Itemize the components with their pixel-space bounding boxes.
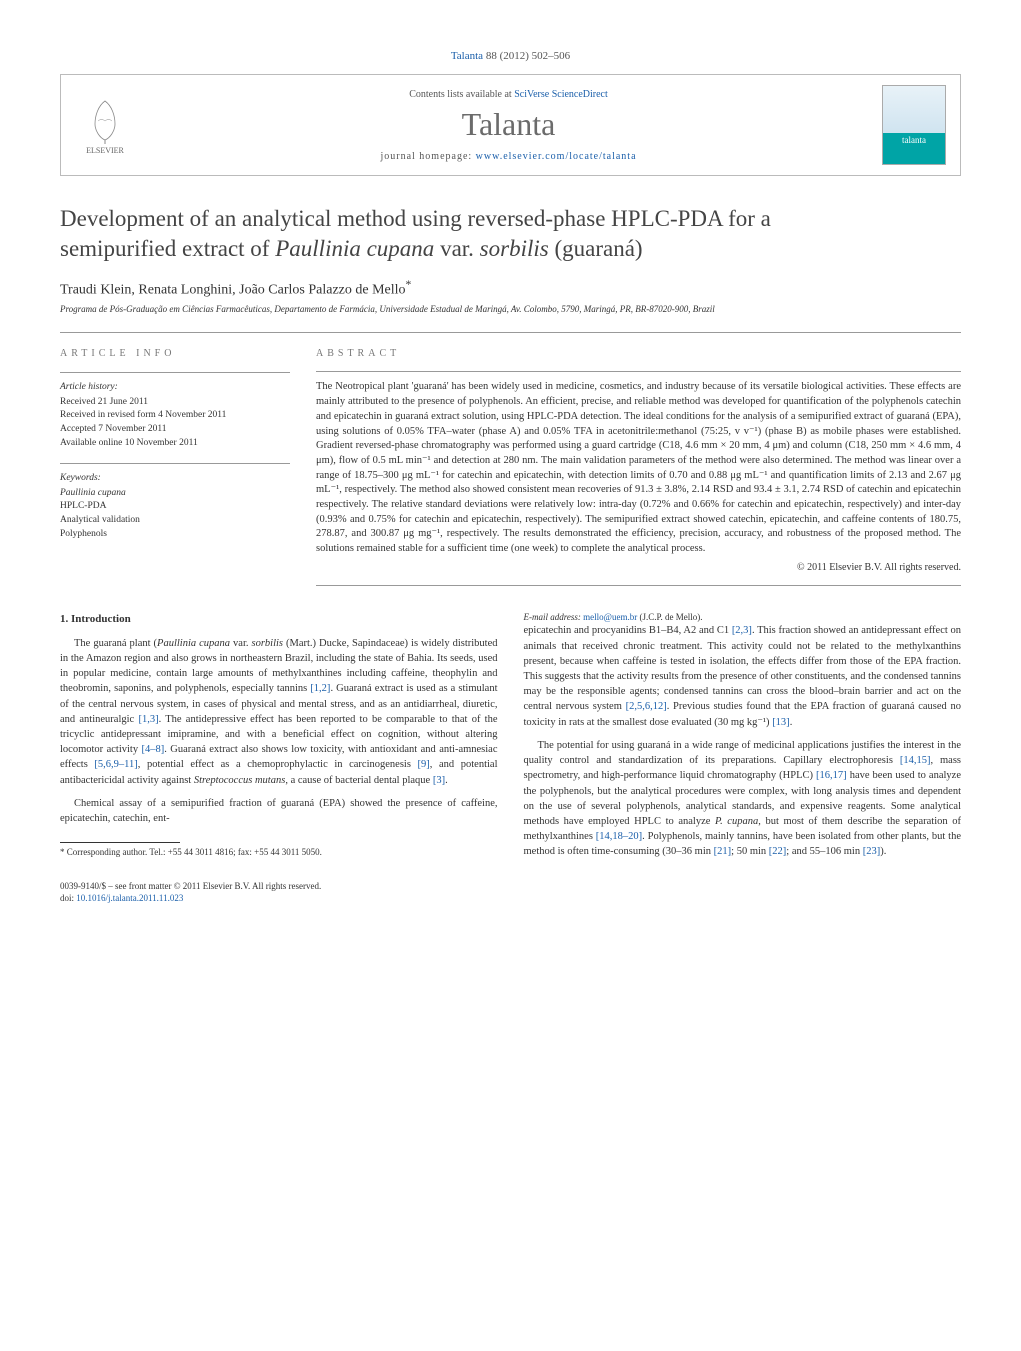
abstract-body: The Neotropical plant 'guaraná' has been… xyxy=(316,380,961,556)
header-center: Contents lists available at SciVerse Sci… xyxy=(135,89,882,162)
p4-italic1: P. cupana xyxy=(715,816,758,827)
footnote-rule xyxy=(60,842,180,843)
online-date: Available online 10 November 2011 xyxy=(60,438,198,448)
journal-header-box: ELSEVIER Contents lists available at Sci… xyxy=(60,74,961,176)
article-info-heading: ARTICLE INFO xyxy=(60,347,290,362)
citation-journal-link[interactable]: Talanta xyxy=(451,50,483,62)
p3b: . This fraction showed an antidepressant… xyxy=(524,625,962,712)
footnote-email-link[interactable]: mello@uem.br xyxy=(583,612,637,622)
intro-paragraph-1: The guaraná plant (Paullinia cupana var.… xyxy=(60,636,498,788)
affiliation: Programa de Pós-Graduação em Ciências Fa… xyxy=(60,304,961,314)
revised-date: Received in revised form 4 November 2011 xyxy=(60,410,226,420)
abstract-bottom-rule xyxy=(316,585,961,586)
doi-link[interactable]: 10.1016/j.talanta.2011.11.023 xyxy=(76,893,183,903)
article-history-block: Article history: Received 21 June 2011 R… xyxy=(60,381,290,451)
journal-name: Talanta xyxy=(135,106,882,143)
p1j: . xyxy=(445,775,448,786)
doi-label: doi: xyxy=(60,893,74,903)
elsevier-tree-icon xyxy=(80,96,130,146)
intro-paragraph-2: Chemical assay of a semipurified fractio… xyxy=(60,796,498,826)
homepage-link[interactable]: www.elsevier.com/locate/talanta xyxy=(476,151,637,162)
divider-rule xyxy=(60,332,961,333)
ref-5-6-9-11[interactable]: [5,6,9–11] xyxy=(94,759,137,770)
footnote-email-suffix: (J.C.P. de Mello). xyxy=(639,612,702,622)
p1-italic2: sorbilis xyxy=(252,638,284,649)
abstract-copyright: © 2011 Elsevier B.V. All rights reserved… xyxy=(316,561,961,575)
citation-line: Talanta 88 (2012) 502–506 xyxy=(60,50,961,62)
accepted-date: Accepted 7 November 2011 xyxy=(60,424,167,434)
ref-9[interactable]: [9] xyxy=(418,759,430,770)
ref-23[interactable]: [23] xyxy=(863,846,881,857)
ref-13[interactable]: [13] xyxy=(772,717,790,728)
p1a: The guaraná plant ( xyxy=(74,638,157,649)
authors-names: Traudi Klein, Renata Longhini, João Carl… xyxy=(60,282,406,297)
elsevier-logo: ELSEVIER xyxy=(75,90,135,160)
elsevier-label: ELSEVIER xyxy=(86,146,124,155)
title-italic1: Paullinia cupana xyxy=(275,236,434,261)
ref-14-18-20[interactable]: [14,18–20] xyxy=(596,831,642,842)
keywords-label: Keywords: xyxy=(60,472,290,486)
journal-cover-thumbnail: talanta xyxy=(882,85,946,165)
footnote-corresponding-line: * Corresponding author. Tel.: +55 44 301… xyxy=(60,847,498,859)
article-info-column: ARTICLE INFO Article history: Received 2… xyxy=(60,347,290,585)
title-line2-prefix: semipurified extract of xyxy=(60,236,275,261)
article-title: Development of an analytical method usin… xyxy=(60,204,961,264)
p4g: ; and 55–106 min xyxy=(786,846,862,857)
abstract-rule xyxy=(316,371,961,372)
keyword-0: Paullinia cupana xyxy=(60,488,126,498)
sciencedirect-link[interactable]: SciVerse ScienceDirect xyxy=(514,89,608,100)
p1i: , a cause of bacterial dental plaque xyxy=(285,775,433,786)
article-info-rule xyxy=(60,372,290,373)
history-label: Article history: xyxy=(60,381,290,395)
authors-line: Traudi Klein, Renata Longhini, João Carl… xyxy=(60,278,961,299)
p4h: ). xyxy=(880,846,886,857)
contents-available-line: Contents lists available at SciVerse Sci… xyxy=(135,89,882,100)
issn-line: 0039-9140/$ – see front matter © 2011 El… xyxy=(60,881,961,893)
title-suffix: (guaraná) xyxy=(549,236,643,261)
keyword-2: Analytical validation xyxy=(60,515,140,525)
body-text-columns: 1. Introduction The guaraná plant (Paull… xyxy=(60,612,961,864)
p1-italic1: Paullinia cupana xyxy=(157,638,230,649)
keywords-rule xyxy=(60,463,290,464)
abstract-heading: ABSTRACT xyxy=(316,347,961,361)
section-1-heading: 1. Introduction xyxy=(60,612,498,628)
intro-paragraph-3: epicatechin and procyanidins B1–B4, A2 a… xyxy=(524,623,962,730)
p4a: The potential for using guaraná in a wid… xyxy=(524,740,962,766)
ref-16-17[interactable]: [16,17] xyxy=(816,770,847,781)
keyword-3: Polyphenols xyxy=(60,529,107,539)
intro-paragraph-4: The potential for using guaraná in a wid… xyxy=(524,738,962,860)
ref-21[interactable]: [21] xyxy=(714,846,732,857)
contents-prefix: Contents lists available at xyxy=(409,89,514,100)
title-italic2: sorbilis xyxy=(480,236,549,261)
authors-asterisk: * xyxy=(406,278,412,291)
ref-3[interactable]: [3] xyxy=(433,775,445,786)
p1g: , potential effect as a chemoprophylacti… xyxy=(138,759,418,770)
page-footer: 0039-9140/$ – see front matter © 2011 El… xyxy=(60,881,961,904)
keywords-block: Keywords: Paullinia cupana HPLC-PDA Anal… xyxy=(60,472,290,542)
p3a: epicatechin and procyanidins B1–B4, A2 a… xyxy=(524,625,732,636)
journal-cover-label: talanta xyxy=(899,134,929,146)
footnote-email-label: E-mail address: xyxy=(524,612,584,622)
p3d: . xyxy=(790,717,793,728)
received-date: Received 21 June 2011 xyxy=(60,397,148,407)
ref-1-2[interactable]: [1,2] xyxy=(310,683,330,694)
keyword-1: HPLC-PDA xyxy=(60,501,106,511)
citation-volpages: 88 (2012) 502–506 xyxy=(486,50,570,62)
p1-italic3: Streptococcus mutans xyxy=(194,775,285,786)
ref-2-5-6-12[interactable]: [2,5,6,12] xyxy=(626,701,667,712)
homepage-line: journal homepage: www.elsevier.com/locat… xyxy=(135,151,882,162)
homepage-prefix: journal homepage: xyxy=(380,151,475,162)
ref-2-3[interactable]: [2,3] xyxy=(732,625,752,636)
p1b: var. xyxy=(230,638,251,649)
title-line1: Development of an analytical method usin… xyxy=(60,206,771,231)
title-mid: var. xyxy=(434,236,479,261)
ref-1-3[interactable]: [1,3] xyxy=(138,714,158,725)
ref-4-8[interactable]: [4–8] xyxy=(142,744,165,755)
ref-14-15[interactable]: [14,15] xyxy=(900,755,931,766)
ref-22[interactable]: [22] xyxy=(769,846,787,857)
abstract-column: ABSTRACT The Neotropical plant 'guaraná'… xyxy=(316,347,961,585)
p4f: ; 50 min xyxy=(731,846,769,857)
